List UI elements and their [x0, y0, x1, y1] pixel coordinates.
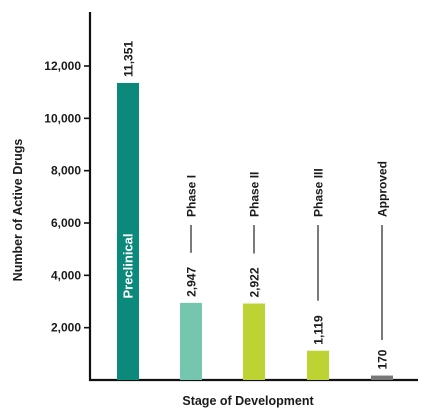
- y-tick-label: 10,000: [44, 111, 81, 125]
- value-label: 2,947: [185, 267, 199, 297]
- value-label: 2,922: [248, 267, 262, 297]
- y-tick-label: 6,000: [51, 216, 81, 230]
- stage-label: Approved: [376, 161, 390, 217]
- bar: [117, 82, 139, 380]
- bar: [243, 303, 265, 380]
- bar: [371, 375, 393, 380]
- value-label: 170: [376, 349, 390, 369]
- y-ticks: 2,000 4,000 6,000 8,000 10,000 12,000: [44, 59, 90, 335]
- bar: [307, 350, 329, 380]
- stage-label: Phase III: [312, 168, 326, 217]
- y-tick-label: 2,000: [51, 321, 81, 335]
- value-label: 1,119: [312, 315, 326, 345]
- x-axis-title: Stage of Development: [182, 394, 314, 408]
- y-axis-title: Number of Active Drugs: [11, 139, 25, 282]
- stage-label: Phase II: [248, 172, 262, 217]
- bars: [117, 82, 393, 380]
- stage-label: Phase I: [185, 175, 199, 217]
- y-tick-label: 4,000: [51, 268, 81, 282]
- stage-label: Preclinical: [121, 233, 136, 298]
- y-tick-label: 8,000: [51, 164, 81, 178]
- y-tick-label: 12,000: [44, 59, 81, 73]
- bar-labels: Preclinical 11,351 2,947 Phase I 2,922 Phase …: [121, 41, 390, 370]
- bar: [180, 302, 202, 380]
- value-label: 11,351: [122, 41, 136, 77]
